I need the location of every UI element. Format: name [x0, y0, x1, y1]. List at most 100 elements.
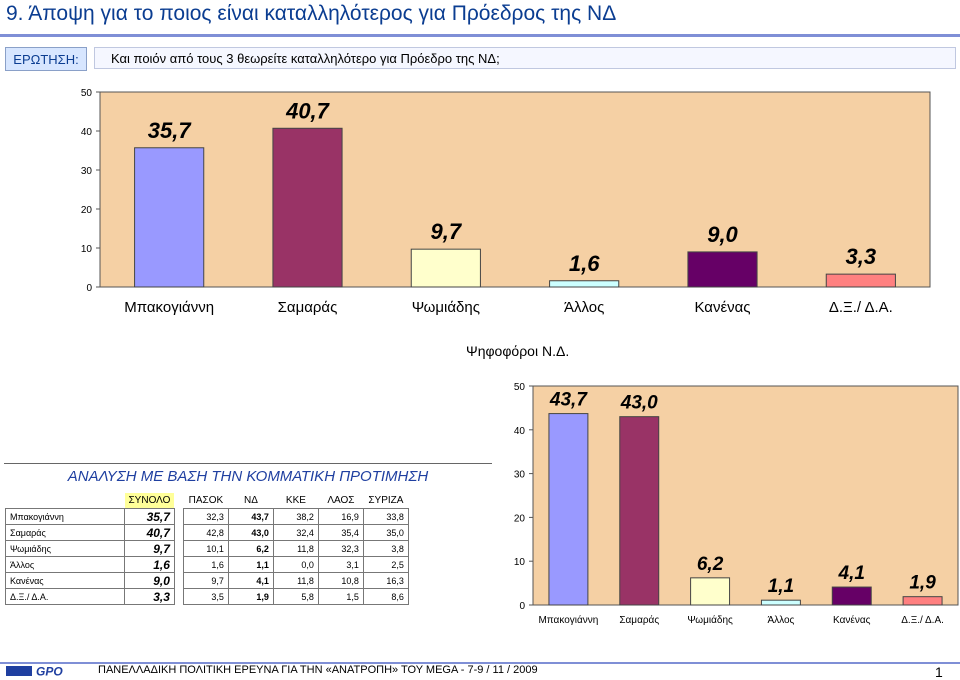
gpo-logo: GPO — [6, 665, 63, 677]
row-label: Κανένας — [5, 572, 125, 589]
y-tick-label: 10 — [514, 557, 526, 568]
column-spacer — [174, 589, 183, 605]
category-label: Κανένας — [694, 299, 750, 316]
category-label: Σαμαράς — [278, 299, 338, 316]
table-cell: 35,0 — [362, 524, 409, 541]
table-cell-total: 40,7 — [124, 524, 175, 541]
data-label: 43,0 — [620, 393, 658, 414]
question-text: Και ποιόν από τους 3 θεωρείτε καταλληλότ… — [94, 47, 956, 69]
analysis-title: ΑΝΑΛΥΣΗ ΜΕ ΒΑΣΗ ΤΗΝ ΚΟΜΜΑΤΙΚΗ ΠΡΟΤΙΜΗΣΗ — [4, 463, 492, 485]
data-label: 43,7 — [549, 390, 588, 411]
data-label: 4,1 — [838, 563, 865, 584]
data-label: 9,7 — [431, 219, 463, 244]
table-cell-total: 3,3 — [124, 588, 175, 605]
table-cell-total: 35,7 — [124, 508, 175, 525]
main-bar-chart: 0 10 20 30 40 50 35,7 Μπακογιάννη 40,7 Σαμαράς 9,7… — [81, 88, 931, 316]
category-label: Σαμαράς — [619, 614, 659, 626]
bar — [549, 280, 620, 288]
column-spacer — [174, 573, 183, 589]
data-label: 9,0 — [707, 222, 738, 247]
data-label: 3,3 — [846, 244, 877, 269]
y-tick-label: 0 — [519, 601, 525, 612]
question-label: ΕΡΩΤΗΣΗ: — [5, 47, 87, 71]
column-header: ΣΥΡΙΖΑ — [368, 495, 404, 506]
table-cell: 3,8 — [362, 540, 409, 557]
category-label: Μπακογιάννη — [124, 299, 214, 316]
table-row: Σαμαράς 40,7 42,8 43,0 32,4 35,4 35,0 — [5, 524, 409, 541]
y-tick-label: 50 — [514, 382, 526, 393]
bar — [902, 596, 943, 606]
table-cell: 32,3 — [182, 508, 229, 525]
footer-text: ΠΑΝΕΛΛΑΔΙΚΗ ΠΟΛΙΤΙΚΗ ΕΡΕΥΝΑ ΓΙΑ ΤΗΝ «ΑΝΑ… — [98, 664, 538, 676]
table-cell: 16,9 — [317, 508, 364, 525]
data-label: 6,2 — [697, 554, 724, 575]
bar — [619, 416, 660, 606]
y-tick-label: 30 — [514, 470, 526, 481]
y-tick-label: 40 — [514, 426, 526, 437]
plot-area — [532, 385, 959, 606]
footer-divider — [0, 662, 960, 664]
data-label: 1,6 — [569, 251, 600, 276]
table-cell: 1,6 — [182, 556, 229, 573]
column-header: ΠΑΣΟΚ — [188, 495, 224, 506]
data-label: 1,9 — [909, 573, 936, 594]
table-cell: 9,7 — [182, 572, 229, 589]
column-header: ΣΥΝΟΛΟ — [124, 493, 175, 509]
row-label: Δ.Ξ./ Δ.Α. — [5, 588, 125, 605]
y-tick-label: 0 — [86, 283, 92, 294]
title-divider — [0, 34, 960, 37]
table-cell: 6,2 — [227, 540, 274, 557]
data-label: 40,7 — [285, 98, 331, 123]
table-row: Ψωμιάδης 9,7 10,1 6,2 11,8 32,3 3,8 — [5, 540, 409, 557]
table-cell: 1,1 — [227, 556, 274, 573]
nd-voters-bar-chart: 0 10 20 30 40 50 43,7 Μπακογιάννη 43,0 Σαμαράς 6,2… — [514, 382, 959, 626]
category-label: Άλλος — [767, 615, 794, 626]
table-cell-total: 1,6 — [124, 556, 175, 573]
table-cell: 32,4 — [272, 524, 319, 541]
y-tick-label: 20 — [514, 513, 526, 524]
table-cell: 35,4 — [317, 524, 364, 541]
table-cell: 10,1 — [182, 540, 229, 557]
category-label: Ψωμιάδης — [687, 614, 733, 626]
table-cell: 10,8 — [317, 572, 364, 589]
table-cell-total: 9,7 — [124, 540, 175, 557]
table-cell: 4,1 — [227, 572, 274, 589]
category-label: Δ.Ξ./ Δ.Α. — [829, 299, 893, 316]
category-label: Ψωμιάδης — [412, 299, 480, 316]
row-label: Μπακογιάννη — [5, 508, 125, 525]
page-title: 9. Άποψη για το ποιος είναι καταλληλότερ… — [6, 2, 617, 25]
table-row: Δ.Ξ./ Δ.Α. 3,3 3,5 1,9 5,8 1,5 8,6 — [5, 588, 409, 605]
table-cell: 32,3 — [317, 540, 364, 557]
table-cell: 43,0 — [227, 524, 274, 541]
row-label: Άλλος — [5, 556, 125, 573]
table-cell: 0,0 — [272, 556, 319, 573]
column-header: ΚΚΕ — [285, 495, 306, 506]
table-row: Μπακογιάννη 35,7 32,3 43,7 38,2 16,9 33,8 — [5, 508, 409, 525]
table-cell: 43,7 — [227, 508, 274, 525]
bar — [760, 599, 801, 606]
crosstab-body: Μπακογιάννη 35,7 32,3 43,7 38,2 16,9 33,8 Σαμαρ… — [5, 508, 409, 605]
crosstab-header-row: ΣΥΝΟΛΟ ΠΑΣΟΚ ΝΔ ΚΚΕ ΛΑΟΣ ΣΥΡΙΖΑ — [6, 493, 409, 509]
bar — [690, 577, 731, 606]
bar — [825, 273, 896, 288]
data-label: 1,1 — [768, 576, 794, 597]
table-cell: 16,3 — [362, 572, 409, 589]
table-cell: 33,8 — [362, 508, 409, 525]
bar — [410, 248, 481, 288]
category-label: Κανένας — [833, 614, 871, 626]
y-tick-label: 20 — [81, 205, 93, 216]
column-header: ΛΑΟΣ — [327, 495, 355, 506]
table-cell: 11,8 — [272, 572, 319, 589]
y-tick-label: 10 — [81, 244, 93, 255]
row-label: Σαμαράς — [5, 524, 125, 541]
column-spacer — [174, 493, 183, 509]
table-cell: 42,8 — [182, 524, 229, 541]
table-cell: 3,1 — [317, 556, 364, 573]
table-cell: 3,5 — [182, 588, 229, 605]
category-label: Άλλος — [564, 299, 604, 316]
column-spacer — [174, 525, 183, 541]
table-row: Άλλος 1,6 1,6 1,1 0,0 3,1 2,5 — [5, 556, 409, 573]
crosstab-table: ΣΥΝΟΛΟ ΠΑΣΟΚ ΝΔ ΚΚΕ ΛΑΟΣ ΣΥΡΙΖΑ Μπακογιά… — [5, 493, 409, 605]
data-label: 35,7 — [148, 118, 193, 143]
table-cell: 5,8 — [272, 588, 319, 605]
